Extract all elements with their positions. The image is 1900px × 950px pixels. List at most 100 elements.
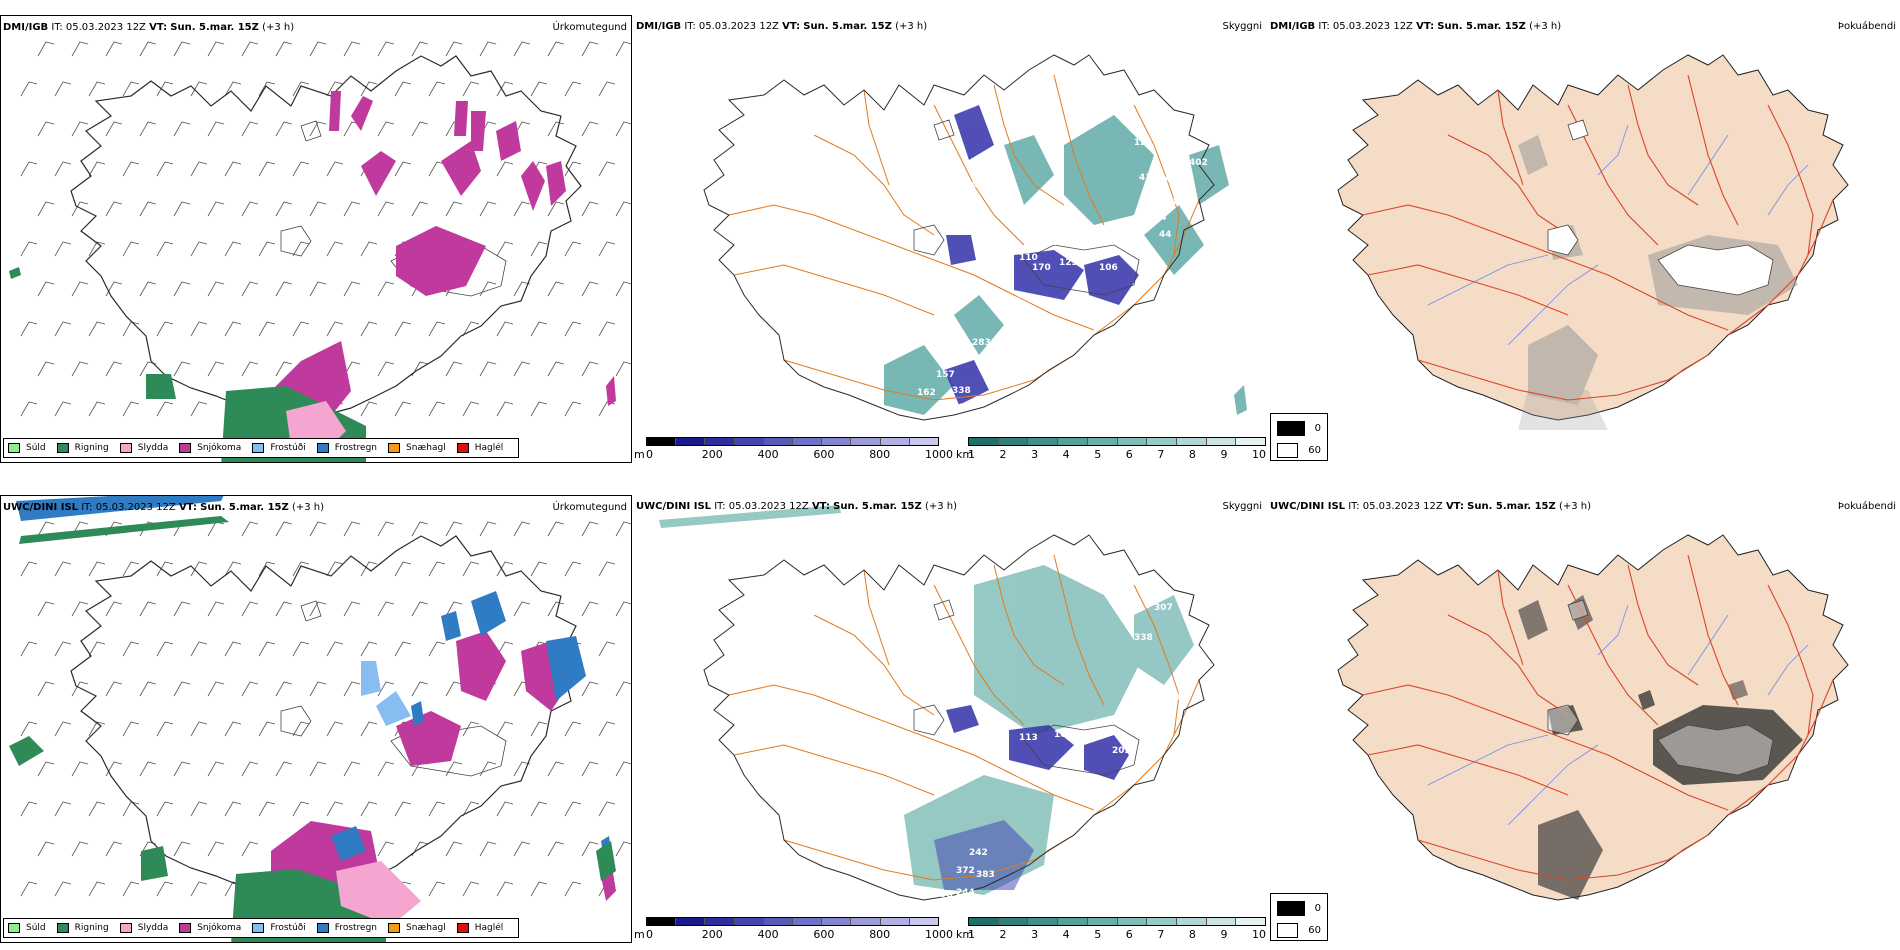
vt-label: VT: — [149, 22, 168, 33]
wind-barb — [581, 361, 599, 377]
visibility-value-label: 123 — [1139, 743, 1158, 753]
road-network — [1362, 554, 1834, 881]
wind-barb — [496, 81, 514, 97]
legend-swatch — [56, 923, 69, 933]
wind-barb — [394, 401, 412, 417]
wind-barb — [173, 121, 191, 137]
wind-barb — [564, 561, 582, 577]
wind-barb — [496, 641, 514, 657]
wind-barb — [156, 881, 174, 897]
wind-barb — [513, 41, 531, 57]
freezing-drizzle-areas — [361, 661, 411, 726]
wind-barb — [343, 761, 361, 777]
panel-title: Þokuábendi — [1837, 21, 1896, 32]
wind-barb — [615, 841, 631, 857]
road-network — [728, 554, 1200, 881]
visibility-value-label: 332 — [956, 913, 975, 923]
wind-barb — [173, 361, 191, 377]
scale-tick-label: 4 — [1062, 448, 1070, 461]
wind-barb — [513, 281, 531, 297]
vt-value: Sun. 5.mar. 15Z — [170, 22, 259, 33]
wind-barb — [241, 521, 259, 537]
wind-barb — [496, 401, 514, 417]
road-line — [863, 569, 890, 666]
iceland-coastline — [703, 54, 1215, 421]
it-label: IT: — [81, 502, 93, 513]
scale-unit: m — [634, 928, 645, 941]
wind-barb — [207, 361, 225, 377]
scale-unit: km — [956, 448, 974, 461]
scale-tick-label: 1000 — [925, 928, 953, 941]
visibility-value-label: 412 — [974, 900, 993, 910]
wind-barb — [156, 321, 174, 337]
legend-swatch — [252, 443, 265, 453]
visibility-value-label: 11 — [1044, 238, 1057, 248]
wind-barb — [547, 281, 565, 297]
visibility-value-label: 113 — [1019, 733, 1038, 743]
wind-barb — [411, 41, 429, 57]
wind-barb — [309, 121, 327, 137]
wind-barb — [241, 281, 259, 297]
wind-barb — [547, 521, 565, 537]
wind-barb — [122, 641, 140, 657]
wind-barb — [462, 561, 480, 577]
glacier-outline — [1547, 119, 1774, 296]
wind-barb — [479, 201, 497, 217]
wind-barb — [88, 561, 106, 577]
panel-title: Skyggni — [1222, 501, 1262, 512]
teal-visibility-areas — [659, 505, 1194, 895]
wind-barb — [224, 801, 242, 817]
wind-barb — [20, 561, 38, 577]
scale-unit: m — [634, 448, 645, 461]
wind-barb — [377, 841, 395, 857]
wind-barb — [598, 321, 616, 337]
scale-segment — [1087, 918, 1118, 925]
wind-barb — [37, 121, 55, 137]
wind-barb — [598, 641, 616, 657]
wind-barb — [190, 721, 208, 737]
scale-segment — [1147, 918, 1177, 925]
river-line — [1767, 644, 1809, 696]
scale-segment — [998, 918, 1029, 925]
road-line — [733, 744, 935, 796]
fog-key-swatch — [1277, 443, 1299, 458]
road-line — [1417, 354, 1709, 401]
wind-barb — [275, 41, 293, 57]
wind-barb — [445, 201, 463, 217]
fog-key-row: 60 — [1277, 923, 1321, 938]
wind-barb — [122, 401, 140, 417]
wind-barb — [173, 601, 191, 617]
ceiling-scale: m 0 200 400 600 800 1000 — [634, 437, 953, 463]
wind-barb — [20, 401, 38, 417]
scale-segment — [851, 918, 881, 925]
fog-key-label: 60 — [1308, 445, 1321, 456]
it-value: 05.03.2023 12Z — [698, 21, 779, 32]
it-value: 05.03.2023 12Z — [1332, 21, 1413, 32]
vt-value: Sun. 5.mar. 15Z — [833, 501, 922, 512]
road-line — [1627, 564, 1699, 686]
panel-title: Úrkomutegund — [552, 22, 627, 33]
scale-tick-label: 6 — [1125, 448, 1133, 461]
wind-barb — [37, 841, 55, 857]
wind-barb — [275, 361, 293, 377]
wind-barb — [241, 41, 259, 57]
lead-time: (+3 h) — [924, 501, 957, 512]
wind-barb — [88, 321, 106, 337]
wind-barb — [105, 281, 123, 297]
wind-barb — [530, 321, 548, 337]
river-line — [1427, 734, 1549, 786]
wind-barb — [598, 561, 616, 577]
wind-barb — [598, 81, 616, 97]
road-line — [993, 564, 1065, 686]
scale-segment — [998, 438, 1029, 445]
scale-segment — [734, 918, 764, 925]
wind-barb — [139, 601, 157, 617]
wind-barb — [377, 281, 395, 297]
wind-barb — [292, 241, 310, 257]
wind-barb — [37, 201, 55, 217]
legend-swatch — [8, 443, 20, 453]
scale-segment — [793, 918, 823, 925]
glacier-outline — [913, 119, 1140, 296]
wind-barb — [564, 321, 582, 337]
legend-swatch — [179, 443, 192, 453]
